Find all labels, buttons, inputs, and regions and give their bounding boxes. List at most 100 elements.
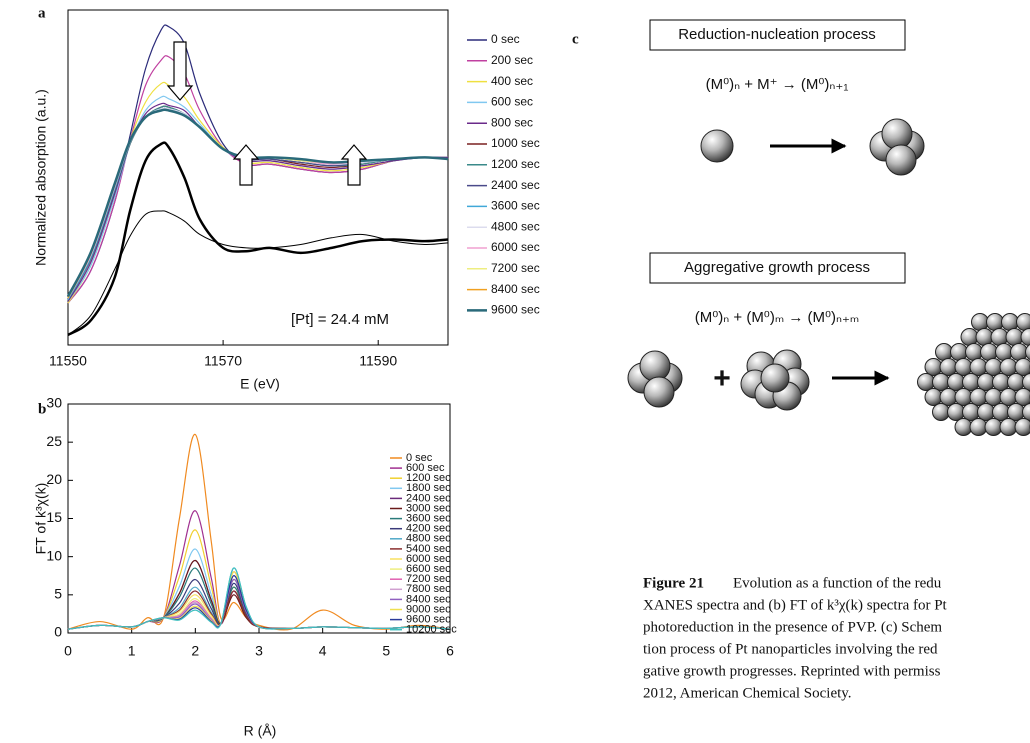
x-axis-label: E (eV)	[240, 376, 280, 392]
sphere	[1014, 358, 1030, 376]
sphere	[947, 373, 965, 391]
legend-label: 6000 sec	[406, 553, 451, 565]
sphere	[950, 343, 968, 361]
legend-label: 9600 sec	[491, 303, 540, 317]
sphere	[969, 358, 988, 376]
data-line	[67, 107, 449, 299]
data-line	[67, 575, 451, 630]
data-line	[67, 575, 451, 630]
legend-label: 1200 sec	[491, 157, 540, 171]
sphere	[962, 373, 980, 391]
data-line	[67, 578, 451, 630]
sphere	[1007, 373, 1025, 391]
legend-label: 3600 sec	[406, 513, 451, 525]
sphere	[639, 350, 671, 382]
sphere	[1001, 313, 1019, 331]
sphere	[984, 358, 1003, 376]
x-tick-label: 0	[64, 643, 72, 659]
y-tick-label: 10	[46, 547, 62, 563]
caption-label: Figure 21	[643, 575, 704, 591]
scheme-art	[627, 118, 1030, 436]
panel-label: b	[38, 401, 46, 417]
legend-label: 8400 sec	[406, 593, 451, 605]
legend-label: 800 sec	[491, 115, 533, 129]
data-line	[67, 109, 449, 299]
sphere	[992, 373, 1010, 391]
sphere	[700, 129, 734, 163]
sphere	[1014, 388, 1030, 406]
sphere	[885, 144, 917, 176]
data-line	[67, 575, 451, 630]
equation: (M⁰)ₙ + (M⁰)ₘ → (M⁰)ₙ₊ₘ	[695, 309, 860, 326]
legend-label: 3000 sec	[406, 502, 451, 514]
data-line	[67, 571, 451, 630]
sphere	[999, 418, 1018, 436]
data-line	[67, 578, 451, 630]
data-line	[67, 105, 449, 301]
data-line	[67, 571, 451, 630]
caption-line: photoreduction in the presence of PVP. (…	[643, 619, 942, 635]
plus-sign: +	[713, 362, 731, 395]
process-box	[649, 252, 906, 284]
sphere	[760, 363, 790, 393]
y-tick-label: 20	[46, 471, 62, 487]
x-tick-label: 3	[255, 643, 263, 659]
legend-label: 8400 sec	[491, 282, 540, 296]
legend-label: 7200 sec	[491, 261, 540, 275]
data-line	[67, 107, 449, 301]
data-line	[67, 55, 449, 304]
panel-label: a	[38, 5, 46, 21]
annotation: [Pt] = 24.4 mM	[291, 311, 389, 328]
sphere	[975, 328, 994, 346]
sphere	[992, 403, 1010, 421]
y-axis-label: FT of k³χ(k)	[33, 483, 49, 555]
data-line	[67, 141, 449, 337]
caption-line: 2012, American Chemical Society.	[643, 685, 852, 701]
sphere	[954, 418, 973, 436]
x-tick-label: 6	[446, 643, 454, 659]
legend-label: 6000 sec	[491, 240, 540, 254]
sphere	[1025, 343, 1030, 361]
data-line	[67, 109, 449, 299]
sphere	[1016, 313, 1030, 331]
sphere	[917, 373, 935, 391]
legend-label: 0 sec	[491, 32, 520, 46]
x-tick-label: 2	[191, 643, 199, 659]
legend-label: 1200 sec	[406, 472, 451, 484]
sphere	[954, 388, 973, 406]
data-line	[67, 578, 451, 630]
legend-label: 9600 sec	[406, 614, 451, 626]
sphere	[960, 328, 979, 346]
sphere	[977, 403, 995, 421]
sphere	[999, 388, 1018, 406]
caption-line: XANES spectra and (b) FT of k³χ(k) spect…	[643, 597, 948, 613]
x-tick-label: 11570	[204, 353, 242, 369]
x-tick-label: 11550	[49, 353, 87, 369]
sphere	[969, 388, 988, 406]
sphere	[1010, 343, 1028, 361]
legend-label: 7200 sec	[406, 573, 451, 585]
legend-label: 600 sec	[491, 95, 533, 109]
data-line	[67, 105, 449, 301]
data-line	[67, 107, 449, 301]
sphere	[932, 403, 950, 421]
sphere	[965, 343, 983, 361]
legend-label: 400 sec	[491, 74, 533, 88]
legend-label: 2400 sec	[491, 178, 540, 192]
sphere	[986, 313, 1004, 331]
x-tick-label: 1	[128, 643, 136, 659]
legend-label: 7800 sec	[406, 583, 451, 595]
sphere	[935, 343, 953, 361]
data-line	[67, 102, 449, 302]
legend-label: 200 sec	[491, 53, 533, 67]
y-tick-label: 15	[46, 509, 62, 525]
plot-frame	[67, 9, 449, 346]
data-line	[67, 433, 451, 631]
sphere	[977, 373, 995, 391]
process-label: Aggregative growth process	[684, 259, 870, 276]
data-line	[66, 108, 449, 297]
trend-arrow	[166, 41, 194, 101]
sphere	[1007, 403, 1025, 421]
